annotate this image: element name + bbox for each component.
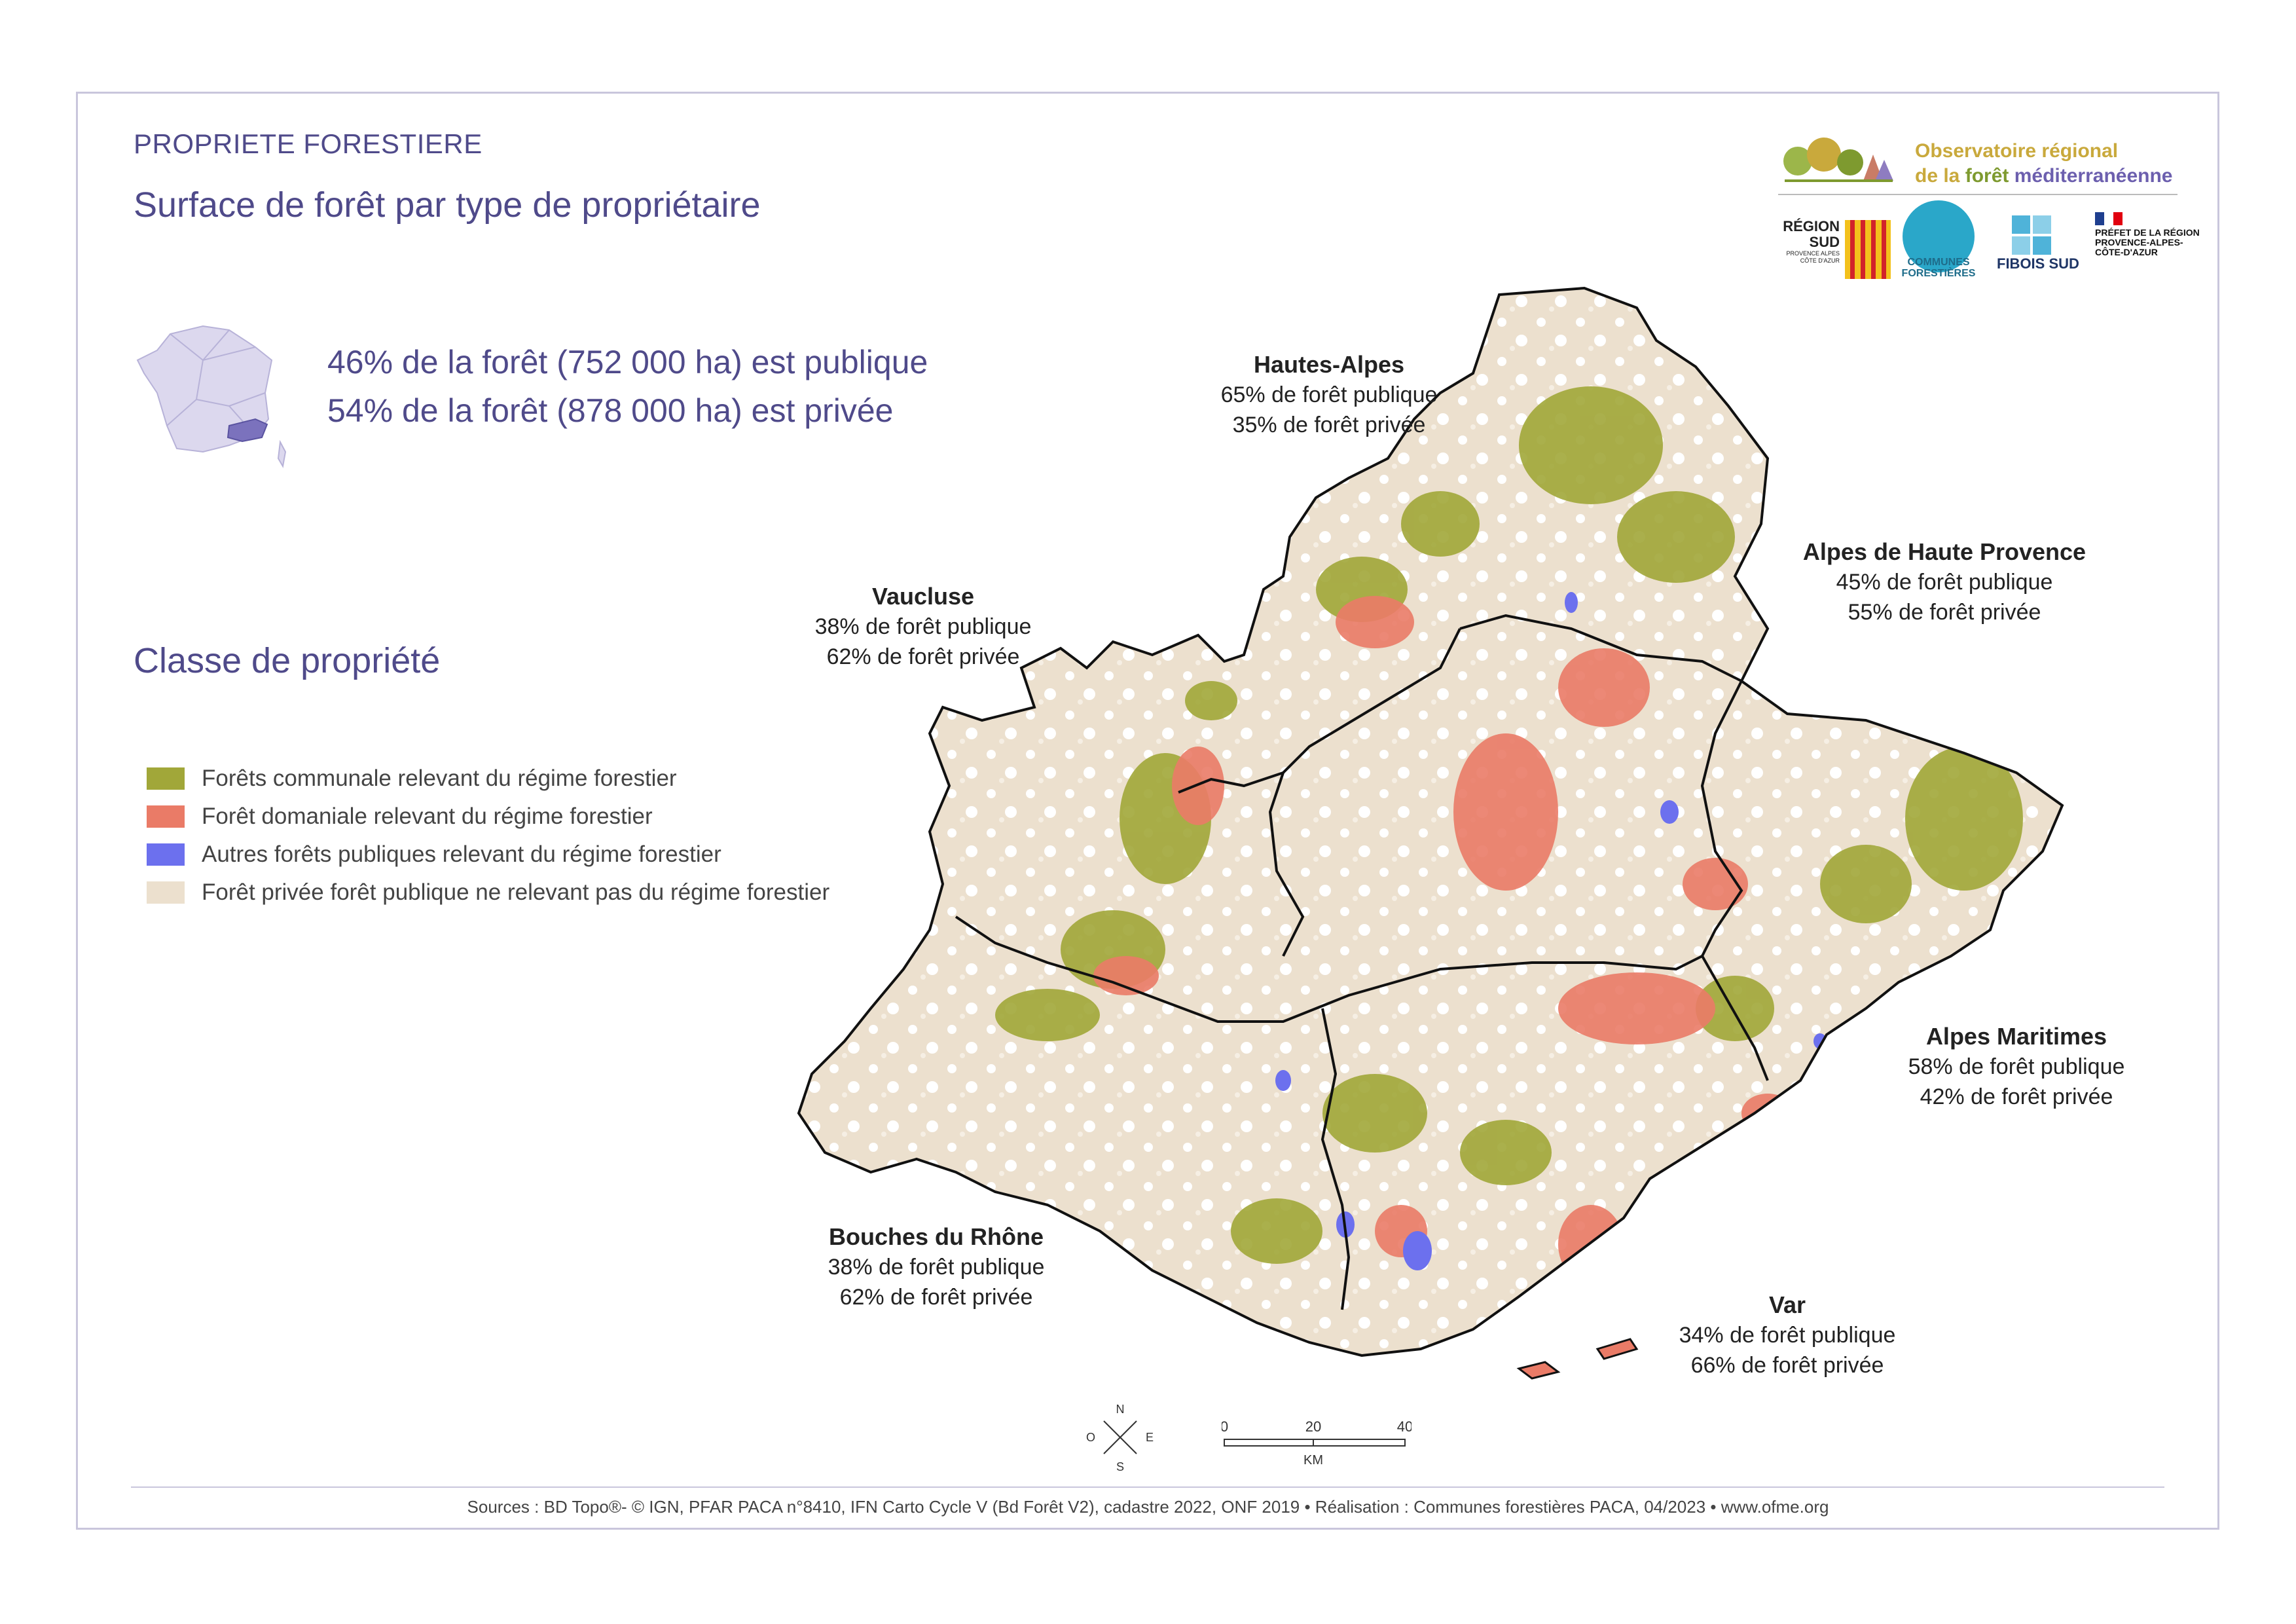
observatoire-logo bbox=[1783, 138, 1893, 182]
compass-rose-icon: N S E O bbox=[1086, 1403, 1154, 1473]
dept-public-share: 38% de forêt publique bbox=[828, 1255, 1045, 1280]
compass-n: N bbox=[1116, 1403, 1125, 1416]
sources-footer: Sources : BD Topo®- © IGN, PFAR PACA n°8… bbox=[467, 1497, 1829, 1517]
legend-swatch-private bbox=[147, 881, 185, 904]
dept-public-share: 34% de forêt publique bbox=[1679, 1323, 1896, 1348]
dept-private-share: 62% de forêt privée bbox=[826, 644, 1020, 669]
map-title: Surface de forêt par type de propriétair… bbox=[134, 185, 761, 225]
legend-item-communal: Forêts communale relevant du régime fore… bbox=[147, 760, 829, 798]
dept-name: Alpes Maritimes bbox=[1925, 1023, 2107, 1050]
legend: Forêts communale relevant du régime fore… bbox=[147, 760, 829, 912]
scale-tick-0: 0 bbox=[1222, 1418, 1228, 1435]
republique-flag-icon bbox=[2095, 212, 2123, 225]
legend-label: Forêt domaniale relevant du régime fores… bbox=[202, 803, 653, 829]
compass-o: O bbox=[1086, 1431, 1095, 1444]
legend-swatch-domanial bbox=[147, 805, 185, 828]
observatoire-line2c: méditerranéenne bbox=[2009, 165, 2173, 187]
communes-forestieres-logo bbox=[1903, 200, 1975, 272]
observatoire-line2: de la forêt méditerranéenne bbox=[1915, 164, 2172, 189]
observatoire-name: Observatoire régional de la forêt médite… bbox=[1915, 139, 2172, 189]
dept-private-share: 42% de forêt privée bbox=[1920, 1084, 2113, 1109]
dept-private-share: 35% de forêt privée bbox=[1232, 413, 1426, 437]
dept-name: Var bbox=[1768, 1291, 1806, 1318]
region-sud-name: RÉGION SUD bbox=[1783, 218, 1840, 250]
dept-private-share: 55% de forêt privée bbox=[1848, 600, 2041, 625]
scale-tick-20: 20 bbox=[1305, 1418, 1321, 1435]
dept-label-alpes-haute-provence: Alpes de Haute Provence 45% de forêt pub… bbox=[1768, 537, 2121, 627]
legend-label: Forêt privée forêt publique ne relevant … bbox=[202, 879, 830, 905]
dept-label-var: Var 34% de forêt publique 66% de forêt p… bbox=[1637, 1290, 1938, 1380]
observatoire-line2b: forêt bbox=[1965, 165, 2009, 187]
dept-private-share: 62% de forêt privée bbox=[839, 1285, 1033, 1310]
dept-public-share: 58% de forêt publique bbox=[1908, 1054, 2125, 1079]
dept-label-vaucluse: Vaucluse 38% de forêt publique 62% de fo… bbox=[773, 581, 1074, 672]
dept-name: Alpes de Haute Provence bbox=[1802, 538, 2086, 565]
region-sud-logo: RÉGION SUD PROVENCE ALPES CÔTE D'AZUR bbox=[1774, 219, 1840, 265]
legend-label: Forêts communale relevant du régime fore… bbox=[202, 766, 677, 791]
observatoire-line2a: de la bbox=[1915, 165, 1965, 187]
dept-public-share: 38% de forêt publique bbox=[814, 614, 1032, 639]
legend-swatch-other-public bbox=[147, 843, 185, 866]
scale-tick-40: 40 bbox=[1397, 1418, 1412, 1435]
dept-label-alpes-maritimes: Alpes Maritimes 58% de forêt publique 42… bbox=[1866, 1022, 2167, 1112]
compass-s: S bbox=[1116, 1460, 1124, 1473]
partner-logos: RÉGION SUD PROVENCE ALPES CÔTE D'AZUR CO… bbox=[1774, 200, 2200, 299]
communes-forestieres-name: COMMUNES FORESTIÈRES bbox=[1901, 257, 1976, 279]
region-sud-shield-icon bbox=[1845, 220, 1891, 279]
page-frame bbox=[76, 92, 2219, 1530]
dept-private-share: 66% de forêt privée bbox=[1690, 1353, 1884, 1378]
prefet-name: PRÉFET DE LA RÉGION PROVENCE-ALPES-CÔTE-… bbox=[2095, 227, 2200, 257]
france-locator-map bbox=[136, 325, 287, 468]
dept-public-share: 45% de forêt publique bbox=[1836, 570, 2053, 595]
dept-name: Bouches du Rhône bbox=[828, 1223, 1044, 1250]
footer-divider bbox=[131, 1486, 2164, 1488]
logos-divider bbox=[1778, 194, 2178, 195]
dept-name: Vaucluse bbox=[871, 583, 975, 610]
dept-label-bouches-du-rhone: Bouches du Rhône 38% de forêt publique 6… bbox=[786, 1222, 1087, 1312]
dept-public-share: 65% de forêt publique bbox=[1220, 382, 1438, 407]
dept-label-hautes-alpes: Hautes-Alpes 65% de forêt publique 35% d… bbox=[1178, 350, 1480, 440]
legend-label: Autres forêts publiques relevant du régi… bbox=[202, 841, 721, 867]
fibois-logo-icon bbox=[2012, 215, 2051, 255]
summary-stats: 46% de la forêt (752 000 ha) est publiqu… bbox=[327, 338, 928, 435]
legend-item-other-public: Autres forêts publiques relevant du régi… bbox=[147, 836, 829, 874]
scale-unit: KM bbox=[1303, 1453, 1323, 1467]
legend-item-domanial: Forêt domaniale relevant du régime fores… bbox=[147, 798, 829, 836]
dept-name: Hautes-Alpes bbox=[1253, 351, 1405, 378]
fibois-name: FIBOIS SUD bbox=[1997, 255, 2079, 272]
summary-public-line: 46% de la forêt (752 000 ha) est publiqu… bbox=[327, 344, 928, 380]
summary-private-line: 54% de la forêt (878 000 ha) est privée bbox=[327, 392, 894, 429]
legend-item-private: Forêt privée forêt publique ne relevant … bbox=[147, 874, 829, 912]
observatoire-line1: Observatoire régional bbox=[1915, 140, 2119, 162]
compass-e: E bbox=[1146, 1431, 1154, 1444]
legend-title: Classe de propriété bbox=[134, 641, 441, 680]
region-sud-subtitle: PROVENCE ALPES CÔTE D'AZUR bbox=[1786, 250, 1840, 264]
legend-swatch-communal bbox=[147, 767, 185, 790]
map-category: PROPRIETE FORESTIERE bbox=[134, 128, 483, 159]
scale-bar: 0 20 40 KM bbox=[1222, 1418, 1412, 1467]
